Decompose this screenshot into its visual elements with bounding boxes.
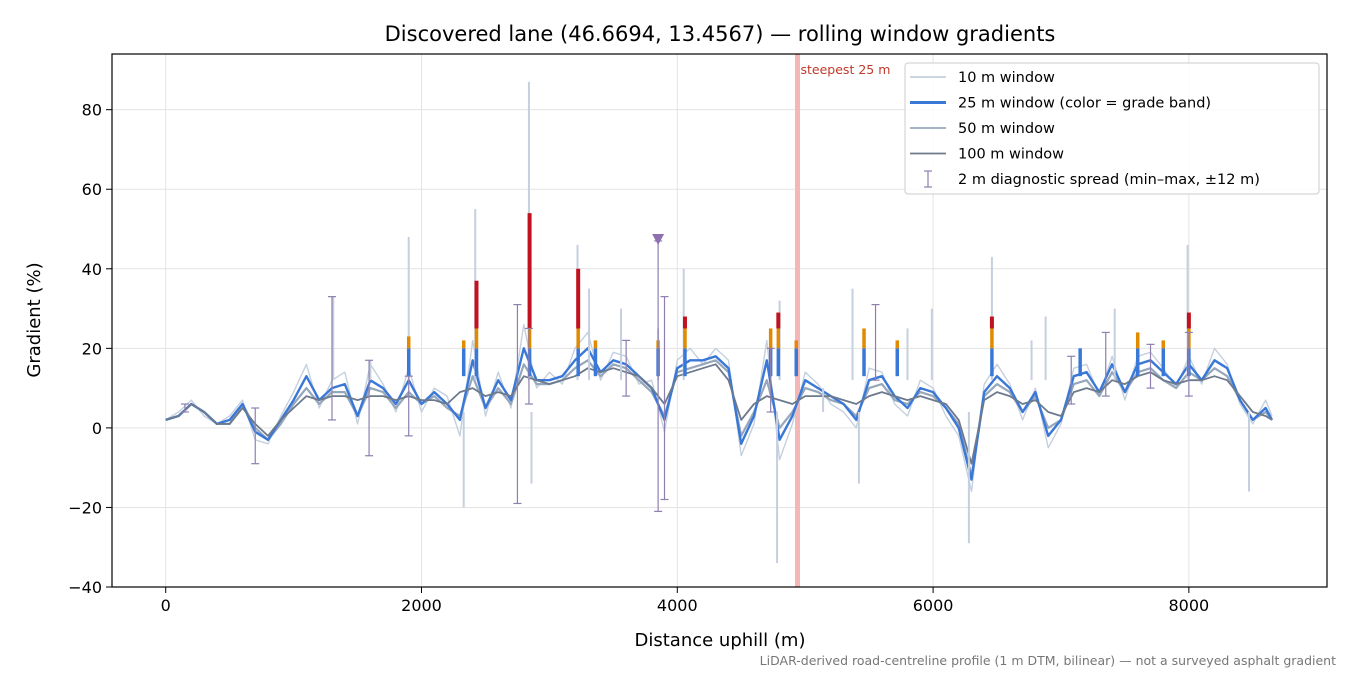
axis-layer: 0 2000 4000 6000 8000 −40 −20 0 20 40 60 80 [68,101,1209,615]
legend-label-w100: 100 m window [958,147,1064,163]
steepest-annotation-label: steepest 25 m [801,62,891,77]
chart-title: Discovered lane (46.6694, 13.4567) — rol… [385,22,1056,46]
x-tick-label: 4000 [657,596,698,615]
y-tick-label: 60 [82,180,102,199]
y-axis-label: Gradient (%) [24,262,45,377]
y-tick-label: −20 [68,498,102,517]
y-tick-label: −40 [68,578,102,597]
y-tick-label: 20 [82,339,102,358]
steepest-marker [652,233,665,245]
y-tick-label: 0 [92,419,102,438]
x-tick-label: 6000 [913,596,954,615]
series-line-50m [165,359,1273,477]
x-tick-label: 8000 [1169,596,1210,615]
steepest-band [795,54,801,587]
legend-label-spread: 2 m diagnostic spread (min–max, ±12 m) [958,172,1260,188]
legend-box [904,62,1320,195]
legend-label-w25: 25 m window (color = grade band) [958,96,1211,112]
plot-data-layer [165,81,1274,564]
x-tick-label: 0 [161,596,171,615]
legend-label-w10: 10 m window [958,70,1055,86]
series-line-25m [165,347,1274,481]
series-line-100m [165,363,1273,465]
y-tick-label: 80 [82,101,102,120]
plot-frame [111,53,1328,588]
legend-label-w50: 50 m window [958,121,1055,137]
x-tick-label: 2000 [401,596,442,615]
steepest-annotation-layer: steepest 25 m [795,54,890,587]
x-axis-label: Distance uphill (m) [635,630,806,651]
legend: 10 m window 25 m window (color = grade ba… [904,62,1320,195]
y-tick-label: 40 [82,260,102,279]
footnote: LiDAR-derived road-centreline profile (1… [760,653,1336,668]
